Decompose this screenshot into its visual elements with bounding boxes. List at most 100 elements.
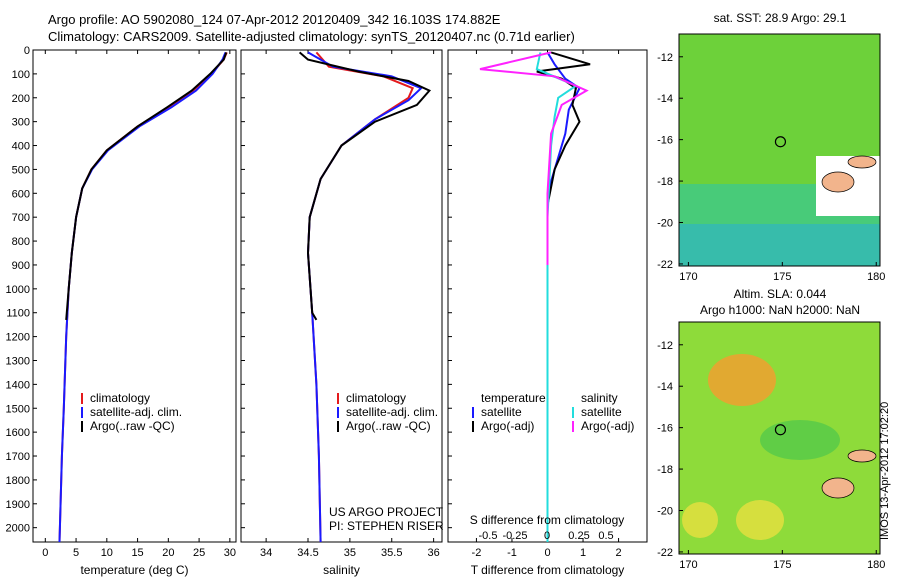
x-axis-label: salinity bbox=[323, 563, 360, 577]
map-subtitle: Argo h1000: NaN h2000: NaN bbox=[700, 303, 860, 317]
y-tick-label: 1300 bbox=[6, 355, 30, 367]
map-field bbox=[760, 420, 840, 460]
x-tick-label: 34.5 bbox=[297, 547, 318, 559]
plot-frame-2 bbox=[240, 49, 443, 543]
y-tick-label: 1900 bbox=[6, 499, 30, 511]
y-tick-label: 500 bbox=[12, 164, 30, 176]
x-tick-label-top: -0.5 bbox=[479, 530, 498, 542]
y-tick-label: 1500 bbox=[6, 403, 30, 415]
legend-entry: satellite bbox=[581, 405, 622, 419]
y-tick-label: 800 bbox=[12, 236, 30, 248]
legend-entry: climatology bbox=[346, 391, 406, 405]
series-line bbox=[58, 52, 227, 543]
map-field bbox=[679, 224, 880, 266]
sla-map bbox=[678, 321, 881, 555]
x-tick-label: 10 bbox=[101, 547, 113, 559]
legend-entry: satellite-adj. clim. bbox=[90, 405, 182, 419]
legend-entry: Argo(..raw -QC) bbox=[90, 419, 175, 433]
legend-entry: satellite bbox=[481, 405, 522, 419]
y-tick-label: -14 bbox=[657, 381, 673, 393]
y-tick-label: 1100 bbox=[6, 308, 30, 320]
legend-entry: Argo(-adj) bbox=[581, 419, 634, 433]
y-tick-label: 300 bbox=[12, 117, 30, 129]
float-position-marker bbox=[774, 424, 787, 436]
y-tick-label: 700 bbox=[12, 212, 30, 224]
x-tick-label: 20 bbox=[162, 547, 174, 559]
x-axis-label: temperature (deg C) bbox=[80, 563, 188, 577]
y-tick-label: -20 bbox=[657, 218, 673, 230]
legend-entry: Argo(..raw -QC) bbox=[346, 419, 431, 433]
y-tick-label: 600 bbox=[12, 188, 30, 200]
x-tick-label: 35.5 bbox=[381, 547, 402, 559]
y-tick-label: -18 bbox=[657, 464, 673, 476]
x-tick-label: 25 bbox=[193, 547, 205, 559]
x-tick-label-top: 0.5 bbox=[598, 530, 613, 542]
x-tick-label: -1 bbox=[507, 547, 517, 559]
y-tick-label: -16 bbox=[657, 423, 673, 435]
x-tick-label: 170 bbox=[679, 559, 697, 571]
project-label: US ARGO PROJECT bbox=[329, 505, 444, 519]
legend-entry: temperature bbox=[481, 391, 546, 405]
x-axis-label-top: S difference from climatology bbox=[470, 513, 625, 527]
x-tick-label: 180 bbox=[867, 559, 885, 571]
plot-frame-1 bbox=[32, 49, 237, 543]
y-tick-label: 1800 bbox=[6, 475, 30, 487]
series-line bbox=[306, 51, 415, 543]
series-line bbox=[536, 51, 591, 265]
map-field bbox=[736, 500, 784, 540]
y-tick-label: -16 bbox=[657, 135, 673, 147]
y-tick-label: 1000 bbox=[6, 284, 30, 296]
x-tick-label: 5 bbox=[73, 547, 79, 559]
profile-title: Argo profile: AO 5902080_124 07-Apr-2012… bbox=[48, 12, 501, 27]
x-tick-label: 30 bbox=[224, 547, 236, 559]
x-tick-label: 180 bbox=[867, 271, 885, 283]
map-field bbox=[708, 354, 776, 406]
x-tick-label: 36 bbox=[428, 547, 440, 559]
y-tick-label: -12 bbox=[657, 340, 673, 352]
legend-entry: Argo(-adj) bbox=[481, 419, 534, 433]
x-tick-label: 35 bbox=[344, 547, 356, 559]
y-tick-label: 1700 bbox=[6, 451, 30, 463]
x-tick-label: 0 bbox=[42, 547, 48, 559]
legend-entry: satellite-adj. clim. bbox=[346, 405, 438, 419]
map-title: sat. SST: 28.9 Argo: 29.1 bbox=[714, 11, 847, 25]
timestamp-stamp: IMOS 13-Apr-2012 17:02:20 bbox=[879, 401, 891, 540]
island bbox=[821, 171, 855, 193]
x-tick-label: 170 bbox=[679, 271, 697, 283]
y-tick-label: -22 bbox=[657, 259, 673, 271]
y-tick-label: 0 bbox=[24, 45, 30, 57]
x-tick-label: 34 bbox=[260, 547, 272, 559]
x-tick-label: 1 bbox=[580, 547, 586, 559]
island bbox=[847, 155, 877, 169]
series-line bbox=[306, 51, 423, 543]
series-line bbox=[65, 52, 228, 320]
x-tick-label: 15 bbox=[131, 547, 143, 559]
series-line bbox=[546, 51, 581, 542]
x-tick-label: -2 bbox=[472, 547, 482, 559]
legend-entry: salinity bbox=[581, 391, 618, 405]
x-tick-label: 2 bbox=[616, 547, 622, 559]
x-tick-label-top: -0.25 bbox=[502, 530, 527, 542]
y-tick-label: 1200 bbox=[6, 332, 30, 344]
y-tick-label: 100 bbox=[12, 69, 30, 81]
y-tick-label: 1400 bbox=[6, 379, 30, 391]
x-axis-label: T difference from climatology bbox=[471, 563, 625, 577]
y-tick-label: 200 bbox=[12, 93, 30, 105]
x-tick-label-top: 0.25 bbox=[568, 530, 589, 542]
y-tick-label: 900 bbox=[12, 260, 30, 272]
x-tick-label: 0 bbox=[544, 547, 550, 559]
y-tick-label: 400 bbox=[12, 141, 30, 153]
series-line bbox=[535, 52, 578, 542]
y-tick-label: -22 bbox=[657, 547, 673, 559]
x-tick-label-top: 0 bbox=[544, 530, 550, 542]
y-tick-label: -12 bbox=[657, 52, 673, 64]
float-position-marker bbox=[774, 136, 787, 148]
y-tick-label: -20 bbox=[657, 506, 673, 518]
map-field bbox=[682, 502, 718, 538]
climatology-title: Climatology: CARS2009. Satellite-adjuste… bbox=[48, 29, 575, 44]
series-line bbox=[58, 52, 228, 543]
y-tick-label: -18 bbox=[657, 176, 673, 188]
sst-map bbox=[678, 33, 881, 267]
x-tick-label: 175 bbox=[773, 559, 791, 571]
